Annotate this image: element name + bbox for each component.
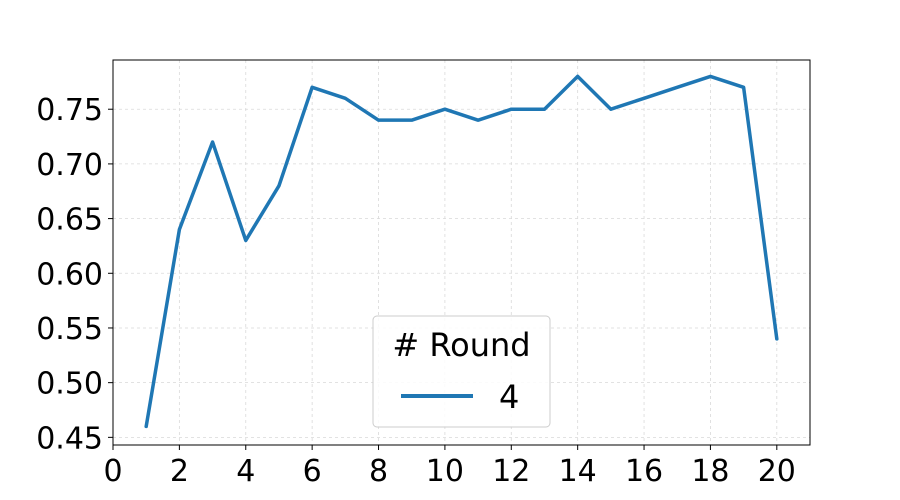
y-tick-label: 0.50 xyxy=(36,367,103,402)
y-tick-label: 0.75 xyxy=(36,93,103,128)
x-tick-label: 4 xyxy=(236,454,255,489)
legend-title: # Round xyxy=(392,326,530,364)
y-axis: 0.45 0.50 0.55 0.60 0.65 0.70 0.75 xyxy=(36,93,113,456)
y-tick-label: 0.60 xyxy=(36,257,103,292)
x-tick-label: 0 xyxy=(103,454,122,489)
x-tick-label: 2 xyxy=(170,454,189,489)
x-tick-label: 10 xyxy=(426,454,464,489)
y-tick-label: 0.45 xyxy=(36,421,103,456)
series-line-4 xyxy=(144,74,779,429)
x-axis: 0 2 4 6 8 10 12 14 16 18 20 xyxy=(103,445,796,489)
legend: # Round 4 xyxy=(372,315,551,428)
plot-area-frame xyxy=(112,59,811,446)
legend-box xyxy=(372,315,551,428)
x-tick-label: 16 xyxy=(625,454,663,489)
x-tick-label: 14 xyxy=(559,454,597,489)
series-group xyxy=(144,74,779,429)
x-tick-label: 20 xyxy=(758,454,796,489)
legend-label-series-4: 4 xyxy=(499,378,519,416)
x-tick-label: 6 xyxy=(303,454,322,489)
x-tick-label: 8 xyxy=(369,454,388,489)
y-tick-label: 0.65 xyxy=(36,203,103,238)
x-tick-label: 18 xyxy=(691,454,729,489)
y-tick-label: 0.70 xyxy=(36,148,103,183)
x-tick-label: 12 xyxy=(492,454,530,489)
y-tick-label: 0.55 xyxy=(36,312,103,347)
